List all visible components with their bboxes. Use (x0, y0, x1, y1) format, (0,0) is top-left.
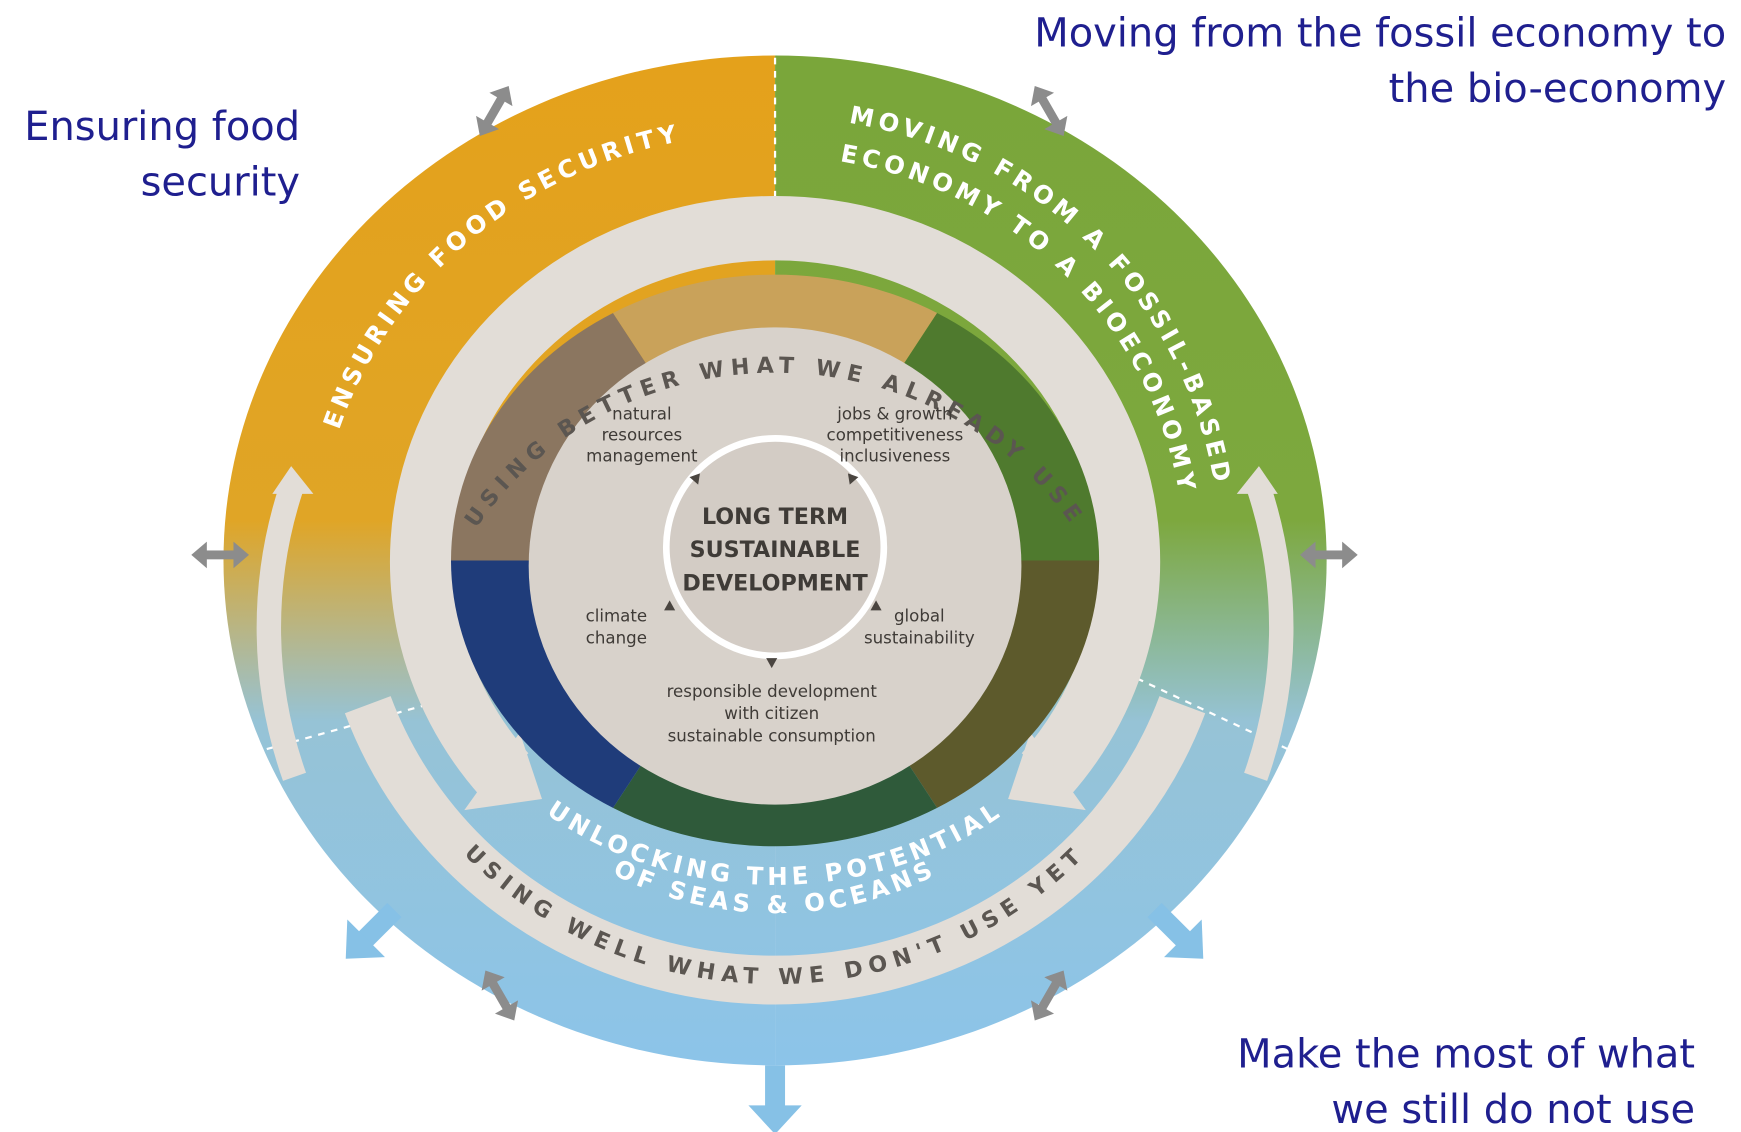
body: ENSURING FOOD SECURITY MOVING FROM A FOS… (0, 0, 1741, 1132)
center-item: climate (586, 606, 648, 625)
annotation: Moving from the fossil economy to (1034, 11, 1726, 57)
center-title: DEVELOPMENT (682, 570, 868, 596)
center-title: SUSTAINABLE (690, 537, 861, 563)
center-title: LONG TERM (702, 504, 848, 530)
center-item: sustainable consumption (668, 726, 876, 745)
annotation: security (141, 159, 300, 205)
center-item: jobs & growth (836, 405, 952, 424)
center-item: competitiveness (827, 426, 964, 445)
center-item: with citizen (724, 704, 819, 723)
center-item: natural (612, 405, 671, 424)
annotation: Make the most of what (1237, 1032, 1695, 1078)
annotation: we still do not use (1331, 1087, 1695, 1132)
outward-arrow (748, 1065, 801, 1132)
diagram: ENSURING FOOD SECURITY MOVING FROM A FOS… (0, 0, 1741, 1132)
center-item: inclusiveness (839, 447, 950, 466)
annotation: Ensuring food (24, 104, 300, 150)
center-item: responsible development (667, 682, 878, 701)
center-item: sustainability (864, 629, 975, 648)
center-item: resources (602, 426, 683, 445)
page: Bioeconomy diagram {"annotations": {"top… (0, 0, 1741, 1132)
center-item: change (586, 629, 647, 648)
annotation: the bio-economy (1389, 66, 1727, 112)
center-item: global (894, 606, 945, 625)
center-item: management (586, 447, 698, 466)
